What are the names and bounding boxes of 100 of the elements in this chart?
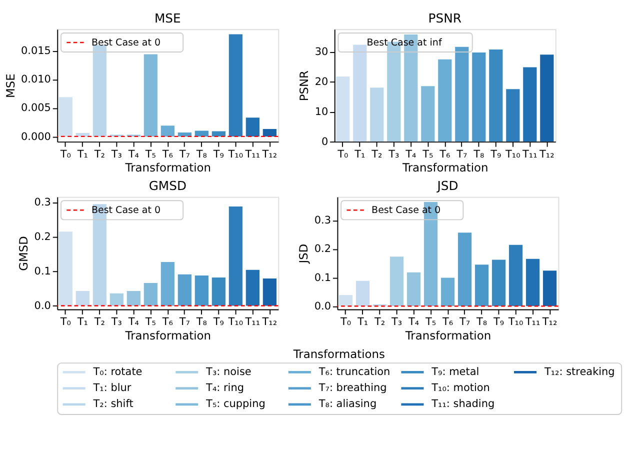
y-axis-title: GMSD — [16, 236, 31, 271]
bar — [353, 44, 367, 142]
x-tick-label: T₂ — [370, 148, 382, 160]
x-tick-label: T₉ — [212, 148, 224, 160]
bar — [438, 59, 452, 142]
bar — [194, 130, 208, 136]
bar — [228, 34, 242, 136]
bar — [160, 262, 174, 306]
bar — [126, 290, 140, 306]
x-tick-label: T₁ — [76, 316, 88, 328]
bar — [262, 129, 276, 136]
y-tick-label: 0.010 — [20, 74, 51, 86]
x-tick-label: T₁₀ — [227, 316, 244, 328]
bar — [58, 232, 72, 306]
bar — [76, 133, 90, 136]
bar — [246, 118, 260, 136]
bar — [160, 126, 174, 136]
y-tick-label: 30 — [314, 46, 328, 58]
category-label: T₅: cupping — [205, 398, 266, 410]
x-tick-label: T₁₁ — [524, 316, 540, 328]
bar — [526, 258, 540, 306]
bar — [540, 54, 554, 142]
category-label: T₁: blur — [92, 382, 132, 394]
bar — [458, 232, 472, 306]
bar — [440, 278, 455, 306]
y-tick-label: 0.1 — [314, 272, 332, 284]
x-tick-label: T₇ — [458, 316, 470, 328]
bar — [212, 131, 226, 136]
legend-label: Best Case at 0 — [91, 205, 161, 216]
x-tick-label: T₁₁ — [244, 148, 260, 160]
annotation: Best Case at inf — [366, 37, 442, 48]
bar — [508, 244, 523, 306]
bar — [370, 88, 384, 142]
x-tick-label: T₄ — [127, 148, 139, 160]
y-tick-label: 0.2 — [34, 231, 51, 244]
bar — [76, 290, 90, 306]
x-tick-label: T₁₂ — [538, 148, 554, 160]
bar — [542, 270, 557, 306]
x-tick-label: T₃ — [110, 148, 122, 160]
x-tick-label: T₀ — [59, 148, 71, 160]
y-axis-title: JSD — [296, 244, 311, 264]
category-label: T₃: noise — [205, 366, 252, 378]
x-tick-label: T₈ — [195, 148, 207, 160]
x-tick-label: T₁₀ — [504, 148, 520, 160]
y-tick-label: 0.1 — [34, 266, 51, 278]
bar — [356, 280, 370, 306]
x-tick-label: T₉ — [490, 148, 502, 160]
x-tick-label: T₁ — [76, 148, 88, 160]
bar — [390, 256, 404, 306]
category-label: T₇: breathing — [318, 382, 387, 394]
bar — [338, 294, 353, 306]
x-tick-label: T₉ — [212, 316, 224, 328]
x-tick-label: T₉ — [492, 316, 504, 328]
x-tick-label: T₄ — [127, 316, 139, 328]
bar — [421, 86, 435, 142]
x-tick-label: T₀ — [336, 148, 348, 160]
x-tick-label: T₈ — [472, 148, 484, 160]
category-label: T₂: shift — [92, 398, 134, 410]
y-tick-label: 0.015 — [20, 45, 51, 58]
chart-title: PSNR — [428, 11, 462, 26]
bar — [144, 54, 158, 136]
x-tick-label: T₅ — [144, 148, 156, 160]
chart-title: GMSD — [148, 178, 186, 193]
y-tick-label: 0.000 — [20, 130, 51, 143]
bar — [178, 132, 192, 136]
x-tick-label: T₈ — [475, 316, 488, 328]
y-axis-title: PSNR — [297, 70, 312, 102]
bar — [474, 264, 489, 306]
y-tick-label: 0.2 — [314, 243, 332, 256]
x-tick-label: T₆ — [161, 148, 173, 160]
x-tick-label: T₅ — [424, 316, 436, 328]
y-tick-label: 0.3 — [34, 196, 51, 209]
category-label: T₁₂: streaking — [543, 366, 615, 378]
chart-title: MSE — [154, 11, 182, 26]
y-tick-label: 0.005 — [20, 102, 51, 114]
x-tick-label: T₈ — [195, 316, 207, 328]
category-label: T₆: truncation — [318, 366, 390, 378]
x-tick-label: T₃ — [388, 148, 400, 160]
bar — [246, 270, 260, 306]
bar — [506, 89, 520, 142]
category-label: T₁₀: motion — [430, 382, 490, 394]
x-tick-label: T₄ — [404, 148, 416, 160]
x-tick-label: T₁ — [356, 316, 368, 328]
x-tick-label: T₀ — [59, 316, 71, 328]
x-tick-label: T₁₂ — [261, 148, 278, 160]
legend-label: Best Case at 0 — [91, 37, 161, 48]
x-tick-label: T₇ — [178, 148, 190, 160]
x-tick-label: T₆ — [161, 316, 173, 328]
x-tick-label: T₃ — [390, 316, 402, 328]
y-tick-label: 20 — [314, 76, 328, 88]
x-tick-label: T₇ — [456, 148, 468, 160]
x-tick-label: T₇ — [178, 316, 190, 328]
x-tick-label: T₁ — [354, 148, 366, 160]
bar — [489, 50, 503, 142]
x-tick-label: T₁₁ — [522, 148, 538, 160]
bar — [492, 260, 506, 306]
x-tick-label: T₂ — [93, 148, 105, 160]
x-tick-label: T₁₂ — [261, 316, 278, 328]
x-tick-label: T₁₁ — [244, 316, 260, 328]
x-axis-title: Transformation — [124, 328, 211, 342]
